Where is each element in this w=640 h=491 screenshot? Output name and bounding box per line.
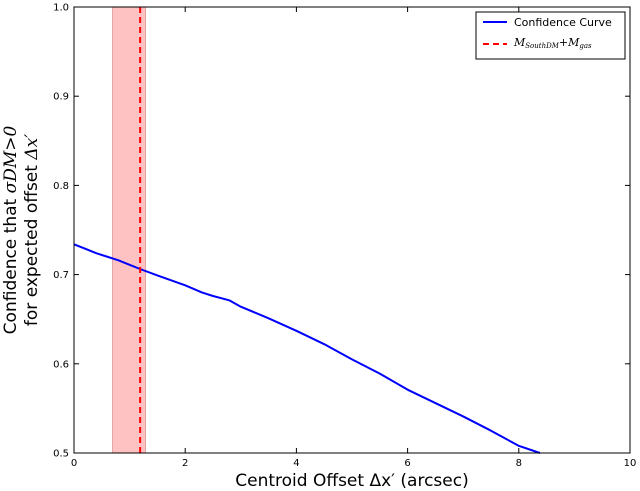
y-tick-label: 0.5	[53, 449, 69, 460]
legend-box	[475, 11, 626, 60]
axes-frame	[73, 6, 631, 454]
plot-area	[73, 6, 631, 454]
legend-label-confidence-curve: Confidence Curve	[514, 16, 612, 29]
y-tick-label: 0.6	[53, 359, 69, 370]
x-tick-label: 2	[182, 458, 188, 469]
x-tick-label: 4	[293, 458, 299, 469]
axis-ticks: 0 2 4 6 8 10 0.5 0.6 0.7 0.8 0.9 1.0	[53, 3, 636, 470]
y-axis-title-line1-math: σDM>0	[1, 126, 21, 194]
y-tick-label: 0.9	[53, 92, 69, 103]
y-tick-label: 0.8	[53, 181, 69, 192]
y-axis-title-line2-text: for expected offset	[22, 160, 42, 326]
legend: Confidence Curve MSouthDM+Mgas	[475, 11, 626, 60]
series-line-0	[73, 243, 541, 454]
x-tick-label: 8	[516, 458, 522, 469]
y-axis-title: Confidence that σDM>0 for expected offse…	[1, 126, 42, 335]
x-axis-title: Centroid Offset Δx′ (arcsec)	[235, 471, 468, 491]
svg-text:Confidence that σDM>0: Confidence that σDM>0	[1, 126, 21, 335]
svg-text:for expected offset Δx′: for expected offset Δx′	[22, 134, 42, 326]
x-tick-label: 6	[404, 458, 410, 469]
x-tick-label: 10	[624, 458, 637, 469]
y-tick-label: 1.0	[53, 3, 69, 14]
y-tick-label: 0.7	[53, 270, 69, 281]
legend-label-mass-line: MSouthDM+Mgas	[513, 36, 592, 50]
y-axis-title-line2-math: Δx′	[22, 134, 42, 161]
y-axis-title-line1-text: Confidence that	[1, 193, 21, 334]
x-tick-label: 0	[71, 458, 77, 469]
